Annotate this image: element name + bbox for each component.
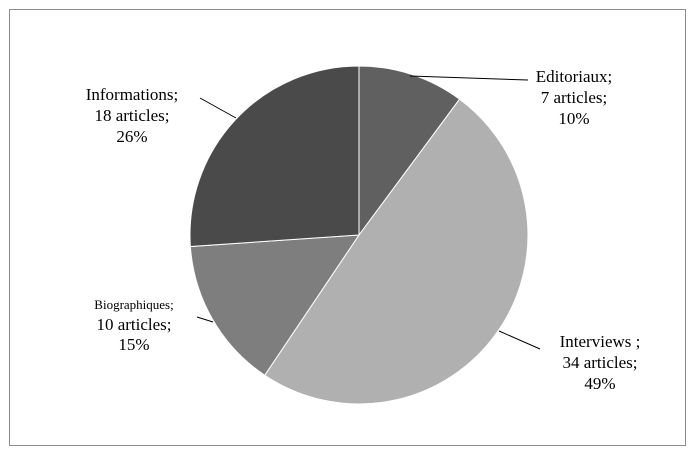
slice-label-informations-percent: 26% [116, 127, 148, 146]
slice-label-interviews-count: 34 articles; [562, 353, 638, 372]
leader-line-interviews [498, 330, 541, 350]
slice-label-editoriaux-name: Editoriaux; [535, 67, 613, 86]
pie-slice-editoriaux [358, 65, 461, 237]
pie-slice-interviews [264, 98, 529, 405]
slice-label-informations-count: 18 articles; [94, 106, 170, 125]
leader-line-editoriaux [409, 75, 529, 81]
slice-label-biographiques-count: 10 articles; [96, 315, 172, 334]
slice-label-interviews-name: Interviews ; [559, 332, 641, 351]
slice-label-editoriaux-count: 7 articles; [540, 88, 608, 107]
slice-label-informations-name: Informations; [85, 85, 179, 104]
pie-slices [189, 65, 529, 405]
slice-label-biographiques: Biographiques; 10 articles; 15% [74, 295, 194, 355]
slice-label-biographiques-percent: 15% [118, 335, 150, 354]
slice-label-interviews: Interviews ; 34 articles; 49% [540, 331, 660, 394]
slice-label-biographiques-name: Biographiques; [94, 297, 174, 312]
slice-label-informations: Informations; 18 articles; 26% [72, 84, 192, 147]
slice-label-editoriaux: Editoriaux; 7 articles; 10% [514, 66, 634, 129]
slice-label-editoriaux-percent: 10% [558, 109, 590, 128]
leader-lines [196, 75, 541, 350]
leader-line-informations [199, 97, 237, 119]
slice-label-interviews-percent: 49% [584, 374, 616, 393]
pie-slice-biographiques [189, 234, 360, 376]
pie-slice-informations [189, 65, 360, 248]
leader-line-biographiques [196, 316, 214, 323]
